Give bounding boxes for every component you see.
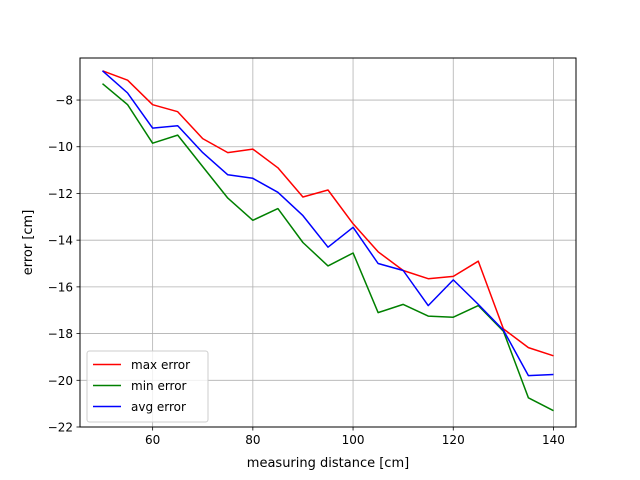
legend: max error min error avg error <box>86 350 209 423</box>
legend-label-min-error: min error <box>131 379 187 393</box>
y-tick-label: −12 <box>48 187 73 201</box>
y-tick-label: −10 <box>48 140 73 154</box>
legend-label-max-error: max error <box>131 358 190 372</box>
x-axis-ticks: 60 80 100 120 140 <box>145 427 565 447</box>
y-tick-label: −22 <box>48 421 73 435</box>
y-tick-label: −18 <box>48 327 73 341</box>
x-tick-label: 100 <box>342 433 365 447</box>
series-line-avg-error <box>102 70 554 377</box>
y-axis-ticks: −22 −20 −18 −16 −14 −12 −10 −8 <box>48 94 80 435</box>
x-tick-label: 120 <box>442 433 465 447</box>
y-tick-label: −16 <box>48 280 73 294</box>
x-tick-label: 60 <box>145 433 160 447</box>
x-tick-label: 140 <box>542 433 565 447</box>
legend-box <box>86 350 209 423</box>
plot-frame <box>79 57 577 428</box>
y-tick-label: −14 <box>48 234 73 248</box>
y-axis-label: error [cm] <box>21 210 36 276</box>
y-tick-label: −20 <box>48 374 73 388</box>
series-line-min-error <box>102 83 554 412</box>
legend-label-avg-error: avg error <box>131 400 186 414</box>
y-tick-label: −8 <box>55 94 73 108</box>
x-axis-label: measuring distance [cm] <box>247 456 409 471</box>
series-lines <box>102 70 554 412</box>
x-tick-label: 80 <box>245 433 260 447</box>
series-line-max-error <box>102 70 554 357</box>
